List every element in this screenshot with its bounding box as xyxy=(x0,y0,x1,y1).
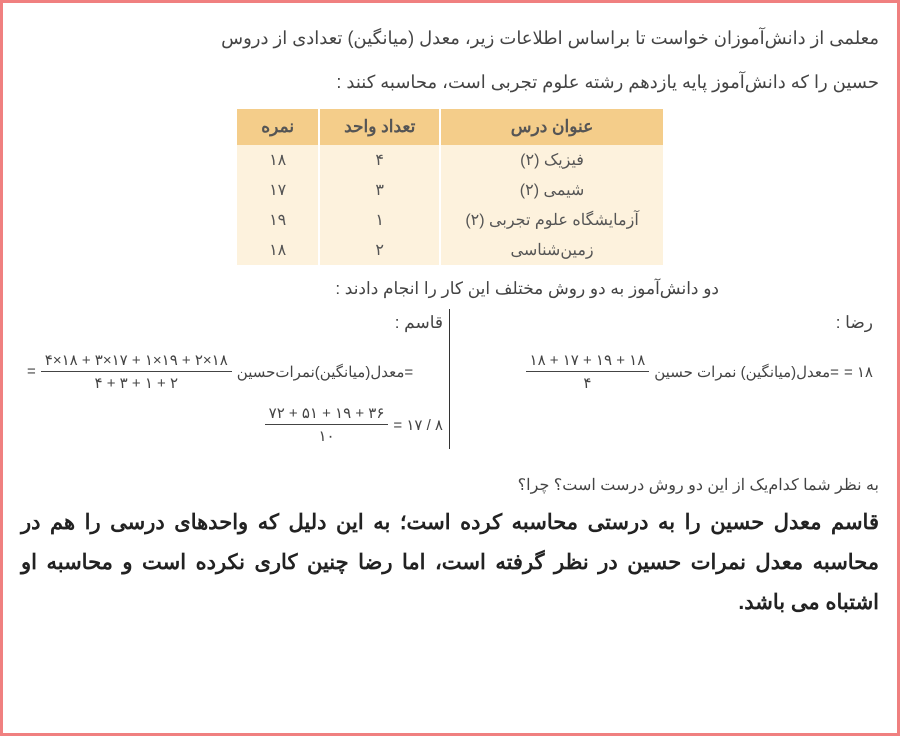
cell-score: ۱۸ xyxy=(236,235,319,265)
col-subject: عنوان درس xyxy=(440,109,663,145)
col-units: تعداد واحد xyxy=(319,109,440,145)
cell-score: ۱۸ xyxy=(236,145,319,175)
answer-text: قاسم معدل حسین را به درستی محاسبه کرده ا… xyxy=(21,503,879,623)
cell-units: ۴ xyxy=(319,145,440,175)
reza-fraction: ۱۸ + ۱۷ + ۱۹ + ۱۸ ۴ xyxy=(526,351,650,392)
reza-name: رضا : xyxy=(456,313,873,333)
reza-result: = ۱۸ xyxy=(844,363,873,381)
reza-denominator: ۴ xyxy=(579,372,595,392)
grades-table-wrap: عنوان درس تعداد واحد نمره فیزیک (۲) ۴ ۱۸… xyxy=(21,109,879,265)
reza-label: =معدل(میانگین) نمرات حسین xyxy=(654,363,839,381)
reza-column: رضا : ۱۸ + ۱۷ + ۱۹ + ۱۸ ۴ =معدل(میانگین)… xyxy=(450,309,879,449)
cell-units: ۱ xyxy=(319,205,440,235)
question-text: به نظر شما کدام‌یک از این دو روش درست اس… xyxy=(21,475,879,495)
ghasem-column: قاسم : = ۴×۱۸ + ۳×۱۷ + ۱×۱۹ + ۲×۱۸ ۴ + ۳… xyxy=(21,309,450,449)
ghasem-label: =معدل(میانگین)نمرات‌حسین xyxy=(237,363,413,381)
table-row: زمین‌شناسی ۲ ۱۸ xyxy=(236,235,664,265)
cell-subject: آزمایشگاه علوم تجربی (۲) xyxy=(440,205,663,235)
cell-units: ۳ xyxy=(319,175,440,205)
table-row: شیمی (۲) ۳ ۱۷ xyxy=(236,175,664,205)
table-header-row: عنوان درس تعداد واحد نمره xyxy=(236,109,664,145)
intro-line-1: معلمی از دانش‌آموزان خواست تا براساس اطل… xyxy=(21,21,879,55)
ghasem-equation-2: ۷۲ + ۵۱ + ۱۹ + ۳۶ ۱۰ = ۱۷ / ۸ xyxy=(27,404,443,445)
ghasem-line2-num: ۷۲ + ۵۱ + ۱۹ + ۳۶ xyxy=(265,404,389,425)
grades-table: عنوان درس تعداد واحد نمره فیزیک (۲) ۴ ۱۸… xyxy=(235,109,665,265)
cell-score: ۱۹ xyxy=(236,205,319,235)
reza-equation: ۱۸ + ۱۷ + ۱۹ + ۱۸ ۴ =معدل(میانگین) نمرات… xyxy=(456,351,873,392)
methods-container: رضا : ۱۸ + ۱۷ + ۱۹ + ۱۸ ۴ =معدل(میانگین)… xyxy=(21,309,879,449)
ghasem-line2-den: ۱۰ xyxy=(314,425,338,445)
cell-subject: فیزیک (۲) xyxy=(440,145,663,175)
two-methods-text: دو دانش‌آموز به دو روش مختلف این کار را … xyxy=(21,279,719,299)
intro-line-2: حسین را که دانش‌آموز پایه یازدهم رشته عل… xyxy=(21,65,879,99)
ghasem-denominator: ۴ + ۳ + ۱ + ۲ xyxy=(91,372,183,392)
table-row: آزمایشگاه علوم تجربی (۲) ۱ ۱۹ xyxy=(236,205,664,235)
reza-numerator: ۱۸ + ۱۷ + ۱۹ + ۱۸ xyxy=(526,351,650,372)
ghasem-fraction: ۴×۱۸ + ۳×۱۷ + ۱×۱۹ + ۲×۱۸ ۴ + ۳ + ۱ + ۲ xyxy=(41,351,232,392)
ghasem-numerator: ۴×۱۸ + ۳×۱۷ + ۱×۱۹ + ۲×۱۸ xyxy=(41,351,232,372)
equals-sign: = xyxy=(27,363,36,380)
cell-subject: زمین‌شناسی xyxy=(440,235,663,265)
cell-subject: شیمی (۲) xyxy=(440,175,663,205)
cell-score: ۱۷ xyxy=(236,175,319,205)
ghasem-fraction-2: ۷۲ + ۵۱ + ۱۹ + ۳۶ ۱۰ xyxy=(265,404,389,445)
ghasem-name: قاسم : xyxy=(27,313,443,333)
cell-units: ۲ xyxy=(319,235,440,265)
table-row: فیزیک (۲) ۴ ۱۸ xyxy=(236,145,664,175)
ghasem-equation-1: = ۴×۱۸ + ۳×۱۷ + ۱×۱۹ + ۲×۱۸ ۴ + ۳ + ۱ + … xyxy=(27,351,443,392)
col-score: نمره xyxy=(236,109,319,145)
ghasem-line2-result: = ۱۷ / ۸ xyxy=(393,416,443,434)
